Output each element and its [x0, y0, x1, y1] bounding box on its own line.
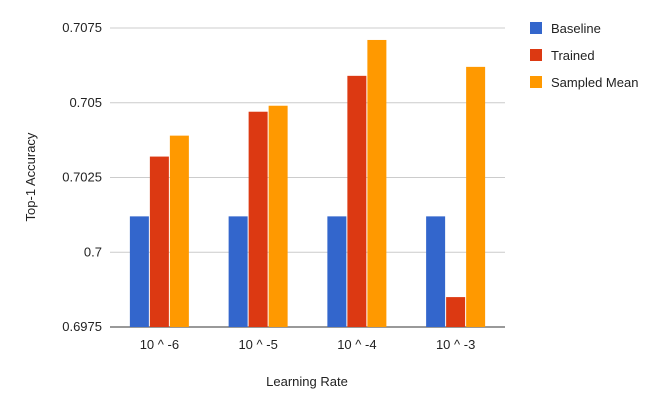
bar-baseline: [426, 216, 446, 327]
legend-swatch: [530, 76, 542, 88]
y-axis-title: Top-1 Accuracy: [23, 132, 38, 221]
bar-trained: [248, 111, 268, 327]
x-tick-label: 10 ^ -5: [238, 337, 277, 352]
y-tick-label: 0.705: [69, 95, 102, 110]
bar-baseline: [129, 216, 149, 327]
y-tick-label: 0.6975: [62, 319, 102, 334]
legend-label: Trained: [551, 48, 595, 63]
bar-sampled-mean: [268, 105, 288, 328]
bar-sampled-mean: [466, 66, 486, 328]
y-tick-label: 0.7075: [62, 20, 102, 35]
bar-baseline: [228, 216, 248, 327]
bar-sampled-mean: [169, 135, 189, 327]
bar-trained: [149, 156, 169, 327]
x-axis-ticks: 10 ^ -6 10 ^ -5 10 ^ -4 10 ^ -3: [140, 337, 476, 352]
bar-trained: [347, 75, 367, 327]
legend-swatch: [530, 22, 542, 34]
legend-label: Baseline: [551, 21, 601, 36]
bar-baseline: [327, 216, 347, 327]
y-tick-label: 0.7025: [62, 170, 102, 185]
x-tick-label: 10 ^ -4: [337, 337, 376, 352]
x-tick-label: 10 ^ -6: [140, 337, 179, 352]
x-axis-title: Learning Rate: [266, 374, 348, 389]
legend-label: Sampled Mean: [551, 75, 638, 90]
bar-sampled-mean: [367, 39, 387, 328]
y-tick-label: 0.7: [84, 244, 102, 259]
bars: [129, 39, 486, 328]
bar-trained: [446, 297, 466, 327]
legend-swatch: [530, 49, 542, 61]
legend: Baseline Trained Sampled Mean: [530, 21, 638, 90]
gridlines: [110, 27, 505, 328]
y-axis-ticks: 0.6975 0.7 0.7025 0.705 0.7075: [62, 20, 102, 334]
x-tick-label: 10 ^ -3: [436, 337, 475, 352]
